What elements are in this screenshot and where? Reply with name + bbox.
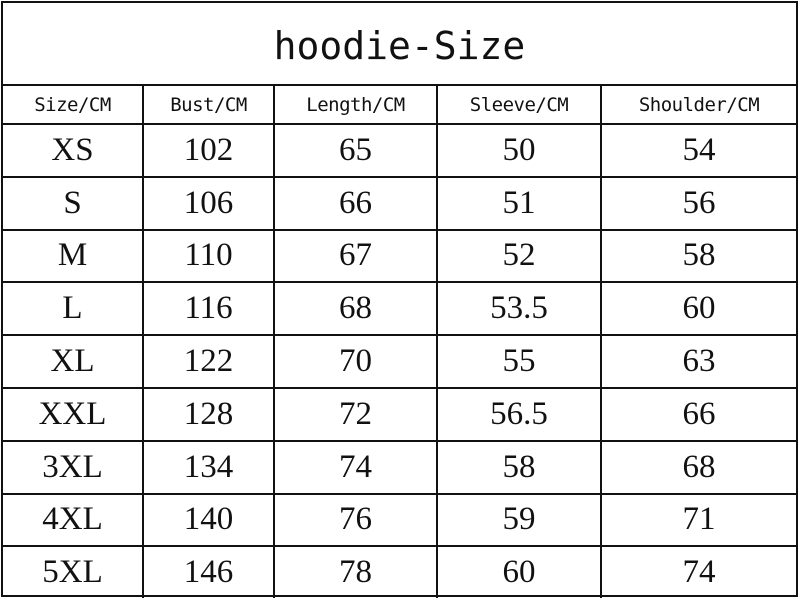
cell-length: 76 xyxy=(273,492,438,548)
table-row: XS 102 65 50 54 xyxy=(3,123,796,178)
cell-shoulder: 66 xyxy=(600,386,796,442)
table-row: 3XL 134 74 58 68 xyxy=(3,439,796,495)
cell-bust: 110 xyxy=(142,228,275,284)
cell-size: S xyxy=(3,175,144,231)
cell-shoulder: 71 xyxy=(600,492,796,548)
cell-bust: 146 xyxy=(142,545,275,599)
header-bust: Bust/CM xyxy=(142,86,275,125)
table-row: 4XL 140 76 59 71 xyxy=(3,492,796,548)
table-row: 5XL 146 78 60 74 xyxy=(3,545,796,599)
cell-shoulder: 56 xyxy=(600,175,796,231)
cell-bust: 122 xyxy=(142,334,275,389)
cell-size: XXL xyxy=(3,386,144,442)
cell-bust: 140 xyxy=(142,492,275,548)
cell-length: 78 xyxy=(273,545,438,599)
cell-bust: 116 xyxy=(142,281,275,337)
table-row: XL 122 70 55 63 xyxy=(3,334,796,389)
cell-size: 4XL xyxy=(3,492,144,548)
cell-shoulder: 58 xyxy=(600,228,796,284)
cell-length: 70 xyxy=(273,334,438,389)
cell-bust: 128 xyxy=(142,386,275,442)
cell-shoulder: 63 xyxy=(600,334,796,389)
size-table: Size/CM Bust/CM Length/CM Sleeve/CM Shoulder… xyxy=(3,86,796,599)
cell-shoulder: 74 xyxy=(600,545,796,599)
cell-bust: 134 xyxy=(142,439,275,495)
cell-sleeve: 58 xyxy=(436,439,602,495)
cell-length: 67 xyxy=(273,228,438,284)
cell-size: L xyxy=(3,281,144,337)
cell-length: 66 xyxy=(273,175,438,231)
cell-length: 74 xyxy=(273,439,438,495)
chart-title: hoodie-Size xyxy=(3,3,796,86)
cell-bust: 102 xyxy=(142,123,275,178)
table-row: M 110 67 52 58 xyxy=(3,228,796,284)
cell-shoulder: 54 xyxy=(600,123,796,178)
header-row: Size/CM Bust/CM Length/CM Sleeve/CM Shoulder… xyxy=(3,86,796,125)
cell-shoulder: 68 xyxy=(600,439,796,495)
cell-length: 68 xyxy=(273,281,438,337)
table-row: L 116 68 53.5 60 xyxy=(3,281,796,337)
cell-sleeve: 60 xyxy=(436,545,602,599)
cell-sleeve: 53.5 xyxy=(436,281,602,337)
cell-sleeve: 59 xyxy=(436,492,602,548)
cell-size: 3XL xyxy=(3,439,144,495)
table-row: XXL 128 72 56.5 66 xyxy=(3,386,796,442)
header-length: Length/CM xyxy=(273,86,438,125)
cell-sleeve: 55 xyxy=(436,334,602,389)
cell-sleeve: 52 xyxy=(436,228,602,284)
header-shoulder: Shoulder/CM xyxy=(600,86,796,125)
cell-shoulder: 60 xyxy=(600,281,796,337)
cell-length: 65 xyxy=(273,123,438,178)
table-row: S 106 66 51 56 xyxy=(3,175,796,231)
cell-sleeve: 56.5 xyxy=(436,386,602,442)
cell-sleeve: 51 xyxy=(436,175,602,231)
header-sleeve: Sleeve/CM xyxy=(436,86,602,125)
cell-size: M xyxy=(3,228,144,284)
cell-size: 5XL xyxy=(3,545,144,599)
cell-length: 72 xyxy=(273,386,438,442)
cell-size: XL xyxy=(3,334,144,389)
cell-sleeve: 50 xyxy=(436,123,602,178)
cell-bust: 106 xyxy=(142,175,275,231)
cell-size: XS xyxy=(3,123,144,178)
header-size: Size/CM xyxy=(3,86,144,125)
